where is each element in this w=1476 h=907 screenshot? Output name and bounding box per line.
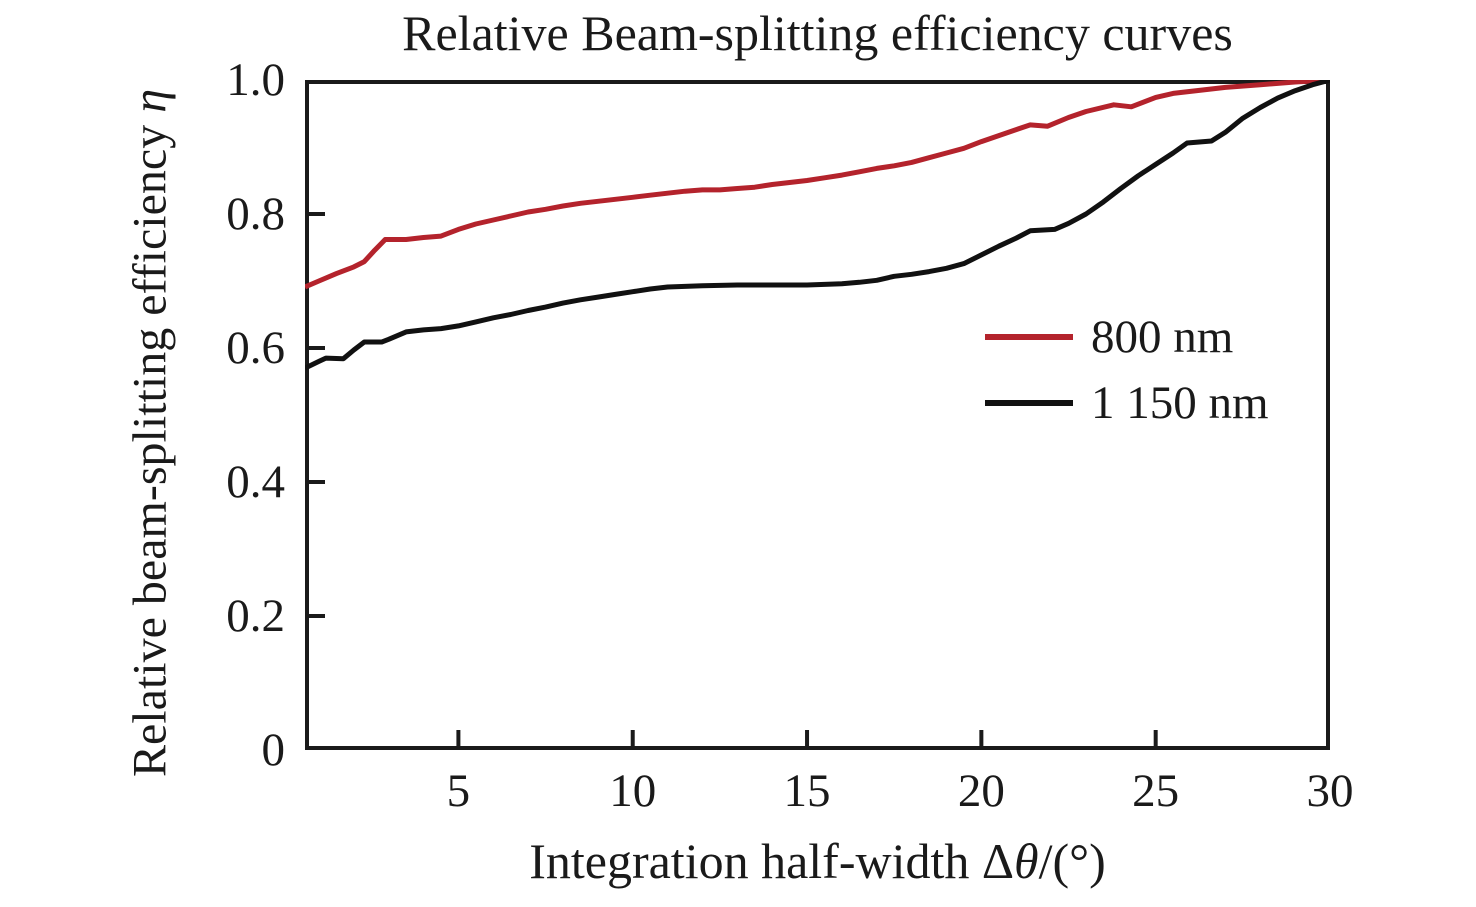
y-tick-label: 0.4 <box>226 456 285 508</box>
y-tick-label: 0.8 <box>226 188 285 240</box>
x-tick-label: 15 <box>783 765 831 817</box>
legend-label: 1 150 nm <box>1091 377 1269 429</box>
y-tick-label: 0.6 <box>226 322 285 374</box>
legend-line-icon <box>985 400 1073 406</box>
x-tick-label: 10 <box>609 765 657 817</box>
chart-title: Relative Beam-splitting efficiency curve… <box>402 5 1233 61</box>
series-line-0 <box>305 80 1330 290</box>
legend-item: 1 150 nm <box>985 370 1269 436</box>
plot-area <box>305 80 1330 750</box>
y-tick-label: 0 <box>261 724 286 776</box>
x-tick-label: 25 <box>1132 765 1180 817</box>
axes-frame <box>305 80 1330 750</box>
y-tick-label: 1.0 <box>226 54 285 106</box>
x-tick-label: 5 <box>446 765 471 817</box>
legend-item: 800 nm <box>985 304 1269 370</box>
x-tick-label: 20 <box>957 765 1005 817</box>
series-line-1 <box>305 80 1330 371</box>
x-axis-label: Integration half-width Δθ/(°) <box>529 833 1106 889</box>
y-tick-label: 0.2 <box>226 590 285 642</box>
legend: 800 nm 1 150 nm <box>985 304 1269 436</box>
x-tick-label: 30 <box>1306 765 1354 817</box>
legend-line-icon <box>985 334 1073 340</box>
legend-label: 800 nm <box>1091 311 1234 363</box>
